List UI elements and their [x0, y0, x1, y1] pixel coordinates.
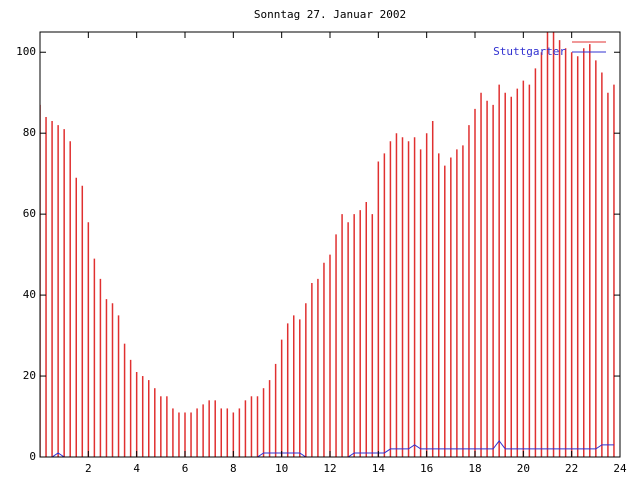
x-tick-label: 8	[230, 462, 237, 475]
y-tick-label: 20	[23, 369, 36, 382]
plot-area	[40, 32, 615, 457]
x-tick-label: 14	[372, 462, 386, 475]
x-tick-label: 10	[275, 462, 288, 475]
legend-label: Stuttgarter	[493, 45, 566, 58]
line	[40, 439, 614, 457]
y-tick-label: 40	[23, 288, 36, 301]
y-tick-label: 0	[29, 450, 36, 463]
x-tick-label: 12	[323, 462, 336, 475]
x-tick-label: 2	[85, 462, 92, 475]
x-tick-label: 24	[613, 462, 627, 475]
chart-title: Sonntag 27. Januar 2002	[254, 8, 406, 21]
x-tick-label: 18	[468, 462, 481, 475]
x-tick-label: 6	[182, 462, 189, 475]
x-tick-label: 16	[420, 462, 433, 475]
y-tick-label: 100	[16, 45, 36, 58]
x-tick-label: 22	[565, 462, 578, 475]
x-tick-label: 20	[517, 462, 530, 475]
y-tick-label: 60	[23, 207, 36, 220]
x-tick-label: 4	[133, 462, 140, 475]
y-tick-label: 80	[23, 126, 36, 139]
